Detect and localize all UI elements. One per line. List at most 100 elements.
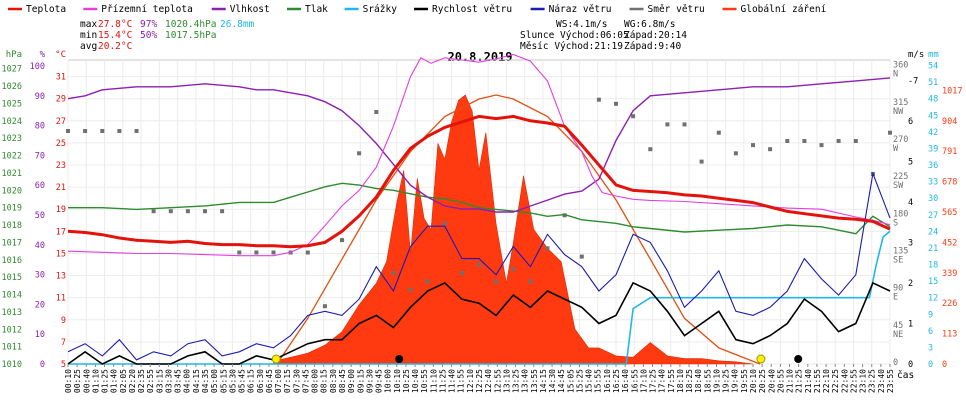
wind-direction-point	[785, 139, 790, 143]
humidity-axis-tick: 20	[35, 300, 45, 310]
x-tick-label: 04:15	[192, 369, 201, 393]
x-tick-label: 21:40	[804, 369, 813, 393]
wind-direction-point	[374, 110, 379, 114]
x-tick-label: 07:30	[292, 369, 301, 393]
x-tick-label: 17:55	[667, 369, 676, 393]
x-tick-label: 15:25	[575, 369, 584, 393]
rain-axis-tick: 30	[928, 194, 938, 204]
solar-radiation-area	[273, 94, 754, 365]
x-tick-label: 22:10	[822, 369, 831, 393]
wind-direction-point	[579, 254, 584, 259]
wind-direction-point	[751, 143, 755, 148]
wind-direction-point	[322, 304, 327, 309]
wind-direction-point	[494, 279, 499, 284]
x-tick-label: 07:15	[283, 369, 292, 393]
wind-direction-point	[768, 147, 773, 152]
x-axis: 00:10 00:25 00:40 01:10 01:25 01:40 02:05 02:20…	[64, 364, 895, 393]
stat-min-temp: 15.4°C	[98, 30, 132, 41]
x-tick-label: 06:45	[265, 369, 274, 393]
wind-direction-point	[733, 151, 738, 156]
legend-label: Přízemní teplota	[101, 4, 193, 15]
x-tick-label: 11:25	[438, 369, 447, 393]
x-tick-label: 13:25	[512, 369, 521, 393]
x-tick-label: 20:25	[758, 369, 767, 393]
wind-direction-point	[699, 159, 704, 164]
wind-direction-axis-tick: 45	[893, 321, 903, 331]
wind-direction-point	[168, 209, 173, 214]
x-tick-label: 15:05	[566, 369, 575, 393]
x-tick-label: 16:40	[621, 369, 630, 393]
stat-moon-set: Západ:9:40	[624, 41, 681, 52]
humidity-line	[67, 77, 891, 213]
wind-gust-line	[67, 171, 891, 361]
rain-axis-tick: 51	[928, 78, 938, 88]
rain-axis-tick: 6	[928, 327, 933, 337]
wind-direction-axis-compass: SE	[893, 255, 903, 265]
wind-direction-axis-tick: 0	[893, 358, 898, 368]
x-tick-label: 03:30	[164, 369, 173, 393]
hpa-axis-tick: 1022	[2, 152, 22, 162]
temperature-axis-tick: 31	[56, 73, 66, 83]
stat-sun-rise: Slunce Východ:06:05	[520, 30, 629, 41]
wind-speed-axis-tick: 1	[908, 319, 913, 329]
left-axes: hPa1027102610251024102310221021102010191…	[2, 50, 66, 370]
wind-direction-point	[596, 97, 601, 102]
temperature-axis-tick: 15	[56, 249, 66, 259]
hpa-axis-tick: 1011	[2, 343, 22, 353]
legend-label: Teplota	[26, 4, 66, 15]
x-tick-label: 09:45	[375, 369, 384, 393]
humidity-axis-tick: 60	[35, 181, 45, 191]
wind-direction-axis-compass: N	[893, 70, 898, 80]
wind-direction-axis-compass: NW	[893, 107, 904, 117]
wind-direction-axis-compass: S	[893, 218, 898, 228]
wind-direction-point	[716, 130, 721, 135]
radiation-axis-tick: 0	[942, 360, 947, 370]
x-tick-label: 21:25	[795, 369, 804, 393]
hpa-axis-tick: 1020	[2, 186, 22, 196]
rain-axis-tick: 48	[928, 95, 938, 105]
x-tick-label: 07:45	[301, 369, 310, 393]
hpa-axis-tick: 1027	[2, 65, 22, 75]
stat-avg-temp: 20.2°C	[98, 41, 132, 52]
rain-axis-tick: 39	[928, 144, 938, 154]
x-tick-label: 16:55	[630, 369, 639, 393]
x-tick-label: 18:40	[694, 369, 703, 393]
hpa-axis-tick: 1021	[2, 169, 22, 179]
hpa-axis-tick: 1024	[2, 117, 22, 127]
rain-axis-tick: 3	[928, 343, 933, 353]
wind-direction-axis-compass: W	[893, 144, 899, 154]
x-tick-label: 00:25	[73, 369, 82, 393]
wind-direction-point	[648, 147, 653, 152]
x-tick-label: 22:40	[840, 369, 849, 393]
x-tick-label: 07:00	[274, 369, 283, 393]
rain-axis-unit: mm	[928, 50, 939, 60]
wind-speed-axis-tick: 0	[908, 360, 913, 370]
wind-direction-axis-tick: 270	[893, 135, 908, 145]
rain-axis-tick: 33	[928, 178, 938, 188]
x-tick-label: 03:45	[174, 369, 183, 393]
radiation-axis-tick: 678	[942, 178, 957, 188]
rain-axis-tick: 12	[928, 294, 938, 304]
x-tick-label: 11:55	[457, 369, 466, 393]
stat-min-hum: 50%	[140, 30, 157, 41]
x-tick-label: 11:40	[448, 369, 457, 393]
hpa-axis-tick: 1012	[2, 325, 22, 335]
x-tick-label: 00:40	[82, 369, 91, 393]
temperature-axis-tick: 7	[61, 338, 66, 348]
humidity-axis-unit: %	[40, 50, 46, 60]
x-tick-label: 02:55	[146, 369, 155, 393]
temperature-axis-tick: 23	[56, 161, 66, 171]
x-tick-label: 06:15	[247, 369, 256, 393]
x-tick-label: 10:25	[402, 369, 411, 393]
stat-moon-rise: Měsíc Východ:21:19	[520, 41, 623, 52]
radiation-axis-tick: 791	[942, 147, 957, 157]
temperature-axis-unit: °C	[55, 50, 66, 60]
temperature-line	[67, 114, 891, 249]
legend-label: Globální záření	[741, 4, 827, 15]
wind-direction-point	[511, 267, 516, 271]
x-tick-label: 08:15	[320, 369, 329, 393]
hpa-axis-tick: 1010	[2, 360, 22, 370]
wind-direction-point	[425, 279, 430, 284]
stat-min-press: 1017.5hPa	[165, 30, 216, 41]
wind-direction-point	[682, 122, 687, 127]
